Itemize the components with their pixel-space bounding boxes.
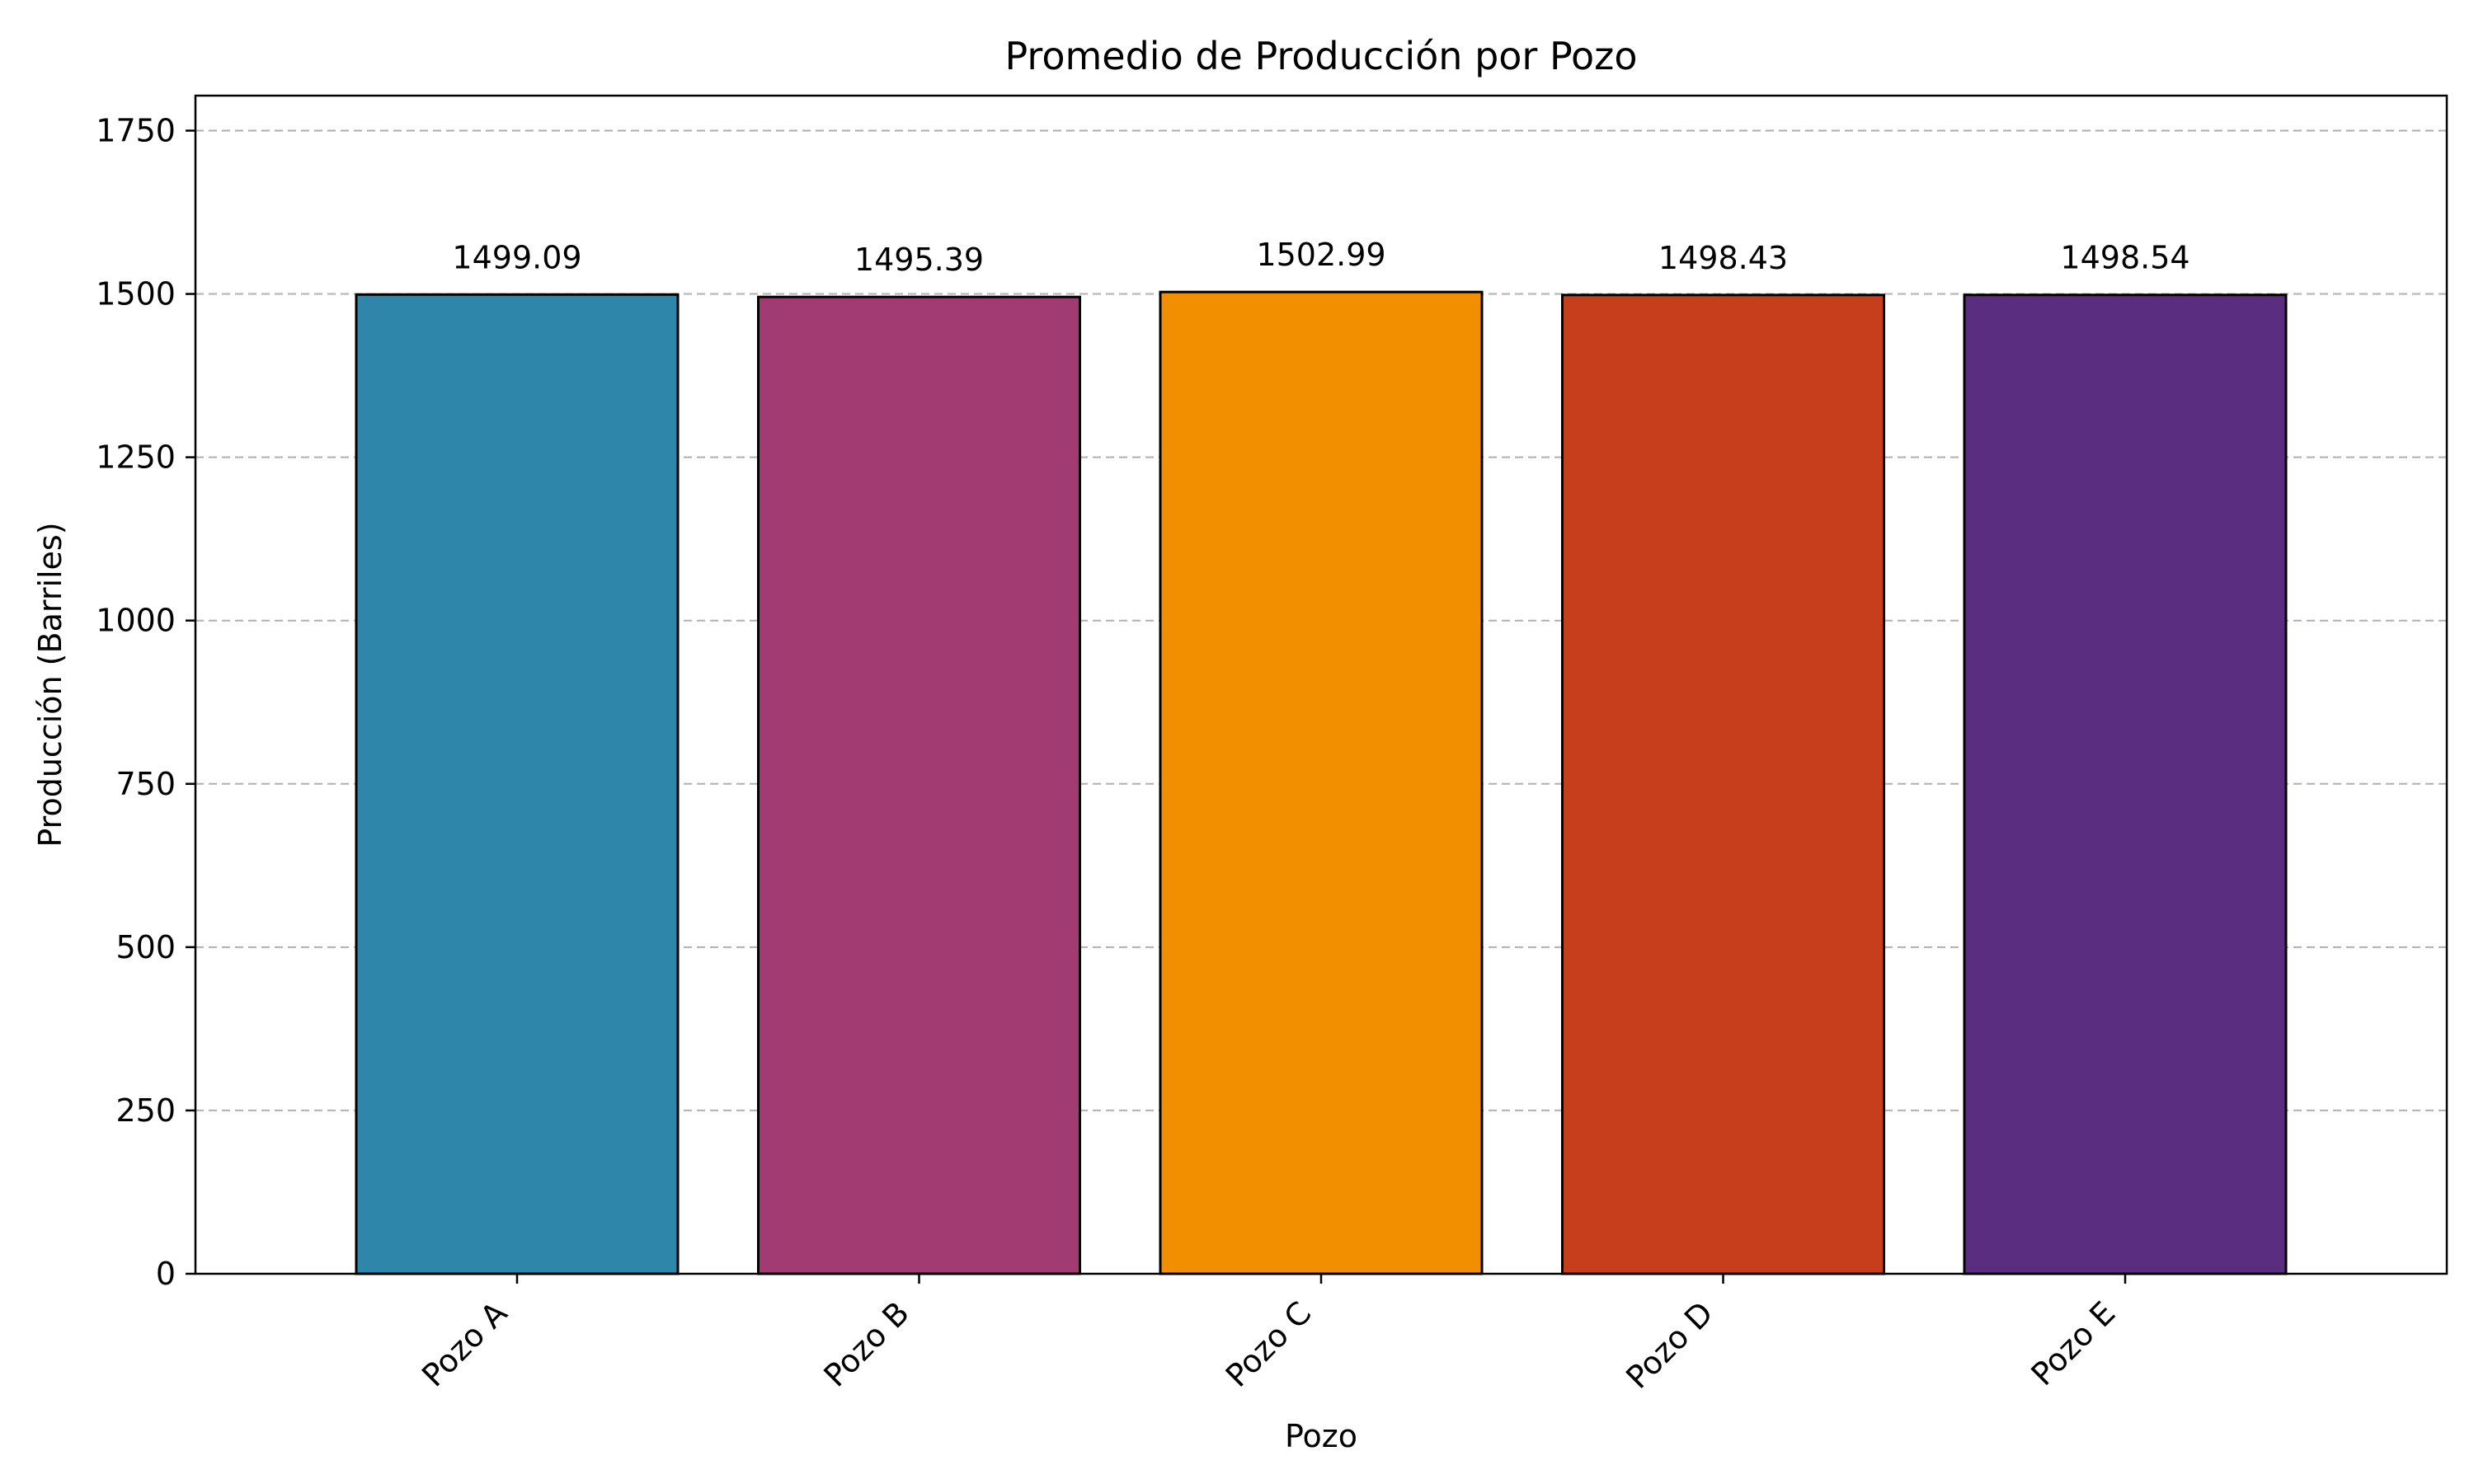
bar-value-label: 1499.09 (452, 239, 581, 275)
x-tick-label: Pozo E (2025, 1294, 2123, 1392)
x-tick-label: Pozo B (817, 1294, 916, 1393)
x-tick-label: Pozo C (1219, 1294, 1319, 1394)
bar-pozo-b (757, 295, 1081, 1275)
y-tick-label: 500 (115, 929, 176, 965)
y-axis-title: Producción (Barriles) (32, 522, 68, 847)
bar-pozo-d (1561, 294, 1885, 1275)
bar-value-label: 1498.43 (1658, 240, 1788, 276)
y-tick-label: 0 (156, 1256, 176, 1292)
y-tick-label: 250 (115, 1092, 176, 1129)
y-tick-label: 1250 (96, 439, 176, 476)
x-axis-title: Pozo (1285, 1418, 1357, 1454)
x-tick-label: Pozo D (1619, 1294, 1720, 1396)
bar-layer (355, 290, 2288, 1275)
y-tick-label: 1750 (96, 112, 176, 148)
y-tick-label: 750 (115, 766, 176, 802)
bar-value-label: 1495.39 (854, 242, 984, 278)
bar-pozo-c (1159, 290, 1484, 1275)
bar-value-label: 1498.54 (2060, 240, 2189, 276)
y-tick-label: 1000 (96, 603, 176, 639)
chart-title: Promedio de Producción por Pozo (1005, 34, 1638, 78)
bar-value-label: 1502.99 (1256, 237, 1385, 273)
x-tick-label: Pozo A (415, 1294, 514, 1393)
bar-pozo-e (1963, 294, 2288, 1275)
bar-pozo-a (355, 293, 680, 1275)
tick-layer (186, 129, 2127, 1284)
y-tick-label: 1500 (96, 276, 176, 312)
